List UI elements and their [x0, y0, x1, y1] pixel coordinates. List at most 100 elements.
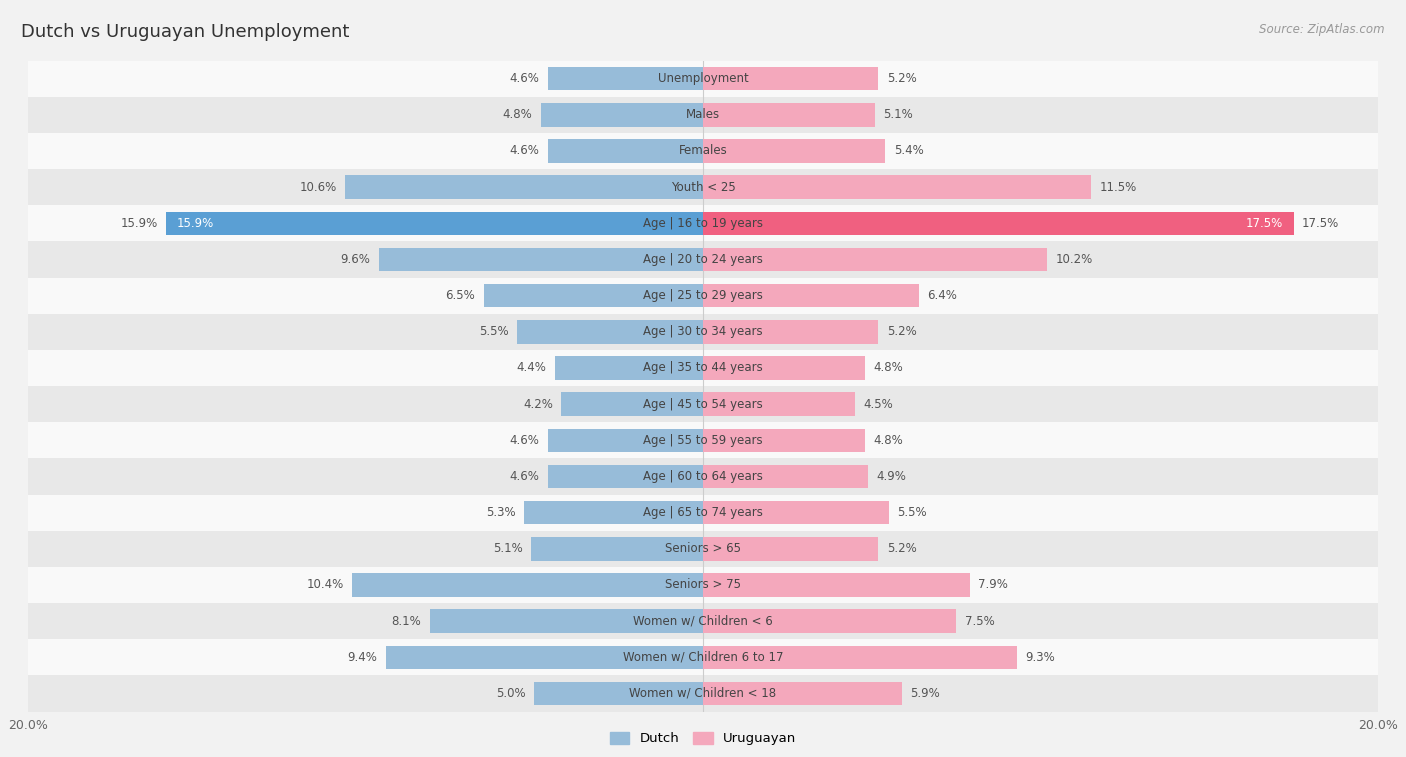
Bar: [28, 675, 1378, 712]
Text: 4.4%: 4.4%: [516, 362, 546, 375]
Text: 5.5%: 5.5%: [897, 506, 927, 519]
Text: Source: ZipAtlas.com: Source: ZipAtlas.com: [1260, 23, 1385, 36]
Bar: [28, 494, 1378, 531]
Bar: [346, 176, 703, 199]
Bar: [548, 428, 703, 452]
Bar: [28, 459, 1378, 494]
Bar: [703, 392, 855, 416]
Text: 4.6%: 4.6%: [509, 434, 540, 447]
Text: Age | 20 to 24 years: Age | 20 to 24 years: [643, 253, 763, 266]
Text: Age | 35 to 44 years: Age | 35 to 44 years: [643, 362, 763, 375]
Bar: [28, 169, 1378, 205]
Bar: [28, 531, 1378, 567]
Text: 5.3%: 5.3%: [486, 506, 516, 519]
Bar: [28, 241, 1378, 278]
Bar: [430, 609, 703, 633]
Bar: [28, 639, 1378, 675]
Text: 10.6%: 10.6%: [299, 181, 337, 194]
Bar: [703, 248, 1047, 271]
Text: Women w/ Children 6 to 17: Women w/ Children 6 to 17: [623, 651, 783, 664]
Bar: [703, 357, 865, 380]
Text: 17.5%: 17.5%: [1246, 217, 1284, 230]
Bar: [541, 103, 703, 126]
Bar: [28, 205, 1378, 241]
Bar: [28, 422, 1378, 459]
Text: 5.2%: 5.2%: [887, 542, 917, 556]
Text: 15.9%: 15.9%: [177, 217, 214, 230]
Bar: [484, 284, 703, 307]
Text: Youth < 25: Youth < 25: [671, 181, 735, 194]
Text: Women w/ Children < 18: Women w/ Children < 18: [630, 687, 776, 700]
Text: 4.8%: 4.8%: [873, 434, 903, 447]
Text: 10.2%: 10.2%: [1056, 253, 1092, 266]
Text: Dutch vs Uruguayan Unemployment: Dutch vs Uruguayan Unemployment: [21, 23, 350, 41]
Text: 5.9%: 5.9%: [911, 687, 941, 700]
Bar: [352, 573, 703, 597]
Bar: [703, 682, 903, 706]
Text: Unemployment: Unemployment: [658, 72, 748, 85]
Bar: [554, 357, 703, 380]
Bar: [534, 682, 703, 706]
Bar: [703, 609, 956, 633]
Bar: [703, 537, 879, 561]
Text: 4.8%: 4.8%: [873, 362, 903, 375]
Text: Seniors > 65: Seniors > 65: [665, 542, 741, 556]
Bar: [524, 501, 703, 525]
Text: 5.2%: 5.2%: [887, 326, 917, 338]
Text: 9.6%: 9.6%: [340, 253, 371, 266]
Bar: [548, 465, 703, 488]
Bar: [28, 603, 1378, 639]
Bar: [28, 61, 1378, 97]
Text: Age | 55 to 59 years: Age | 55 to 59 years: [643, 434, 763, 447]
Text: 4.6%: 4.6%: [509, 145, 540, 157]
Text: Seniors > 75: Seniors > 75: [665, 578, 741, 591]
Text: 11.5%: 11.5%: [1099, 181, 1136, 194]
Bar: [517, 320, 703, 344]
Bar: [703, 320, 879, 344]
Bar: [703, 501, 889, 525]
Legend: Dutch, Uruguayan: Dutch, Uruguayan: [605, 727, 801, 750]
Bar: [703, 103, 875, 126]
Text: 6.5%: 6.5%: [446, 289, 475, 302]
Text: 5.2%: 5.2%: [887, 72, 917, 85]
Text: 5.1%: 5.1%: [883, 108, 914, 121]
Bar: [703, 465, 869, 488]
Text: 6.4%: 6.4%: [928, 289, 957, 302]
Text: 5.1%: 5.1%: [492, 542, 523, 556]
Bar: [561, 392, 703, 416]
Text: 17.5%: 17.5%: [1302, 217, 1339, 230]
Bar: [703, 139, 886, 163]
Bar: [28, 350, 1378, 386]
Bar: [385, 646, 703, 669]
Bar: [28, 278, 1378, 313]
Bar: [380, 248, 703, 271]
Bar: [703, 211, 1294, 235]
Text: 9.3%: 9.3%: [1025, 651, 1054, 664]
Text: 4.5%: 4.5%: [863, 397, 893, 410]
Bar: [703, 284, 920, 307]
Text: Females: Females: [679, 145, 727, 157]
Text: Age | 65 to 74 years: Age | 65 to 74 years: [643, 506, 763, 519]
Bar: [28, 386, 1378, 422]
Text: 9.4%: 9.4%: [347, 651, 377, 664]
Text: Age | 25 to 29 years: Age | 25 to 29 years: [643, 289, 763, 302]
Text: 5.4%: 5.4%: [894, 145, 924, 157]
Text: 4.8%: 4.8%: [503, 108, 533, 121]
Text: 5.5%: 5.5%: [479, 326, 509, 338]
Text: Males: Males: [686, 108, 720, 121]
Text: Age | 16 to 19 years: Age | 16 to 19 years: [643, 217, 763, 230]
Bar: [28, 567, 1378, 603]
Text: 8.1%: 8.1%: [391, 615, 422, 628]
Bar: [703, 67, 879, 90]
Text: 10.4%: 10.4%: [307, 578, 343, 591]
Text: 4.9%: 4.9%: [877, 470, 907, 483]
Bar: [548, 139, 703, 163]
Bar: [28, 313, 1378, 350]
Bar: [703, 176, 1091, 199]
Text: Women w/ Children < 6: Women w/ Children < 6: [633, 615, 773, 628]
Text: 15.9%: 15.9%: [121, 217, 157, 230]
Text: 5.0%: 5.0%: [496, 687, 526, 700]
Bar: [28, 133, 1378, 169]
Text: 4.6%: 4.6%: [509, 72, 540, 85]
Text: 7.5%: 7.5%: [965, 615, 994, 628]
